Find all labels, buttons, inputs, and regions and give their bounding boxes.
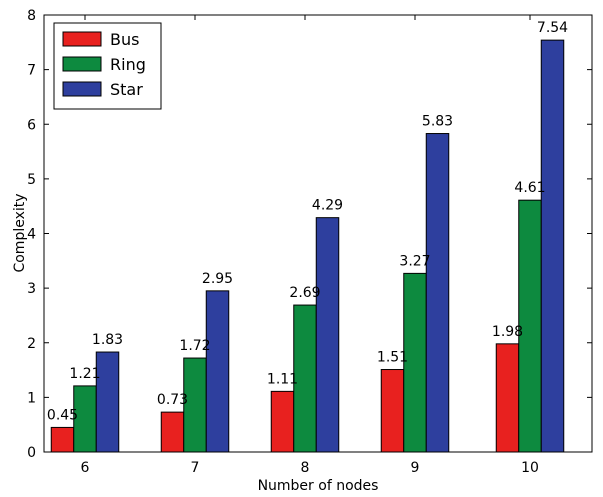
legend-swatch-bus (62, 31, 102, 47)
data-label: 1.98 (492, 324, 523, 340)
y-tick-label: 4 (27, 227, 36, 243)
data-label: 3.27 (399, 253, 430, 269)
legend-label-bus: Bus (110, 30, 139, 49)
x-tick-label: 7 (191, 460, 200, 476)
data-label: 4.29 (312, 198, 343, 214)
y-tick-label: 0 (27, 445, 36, 461)
bar-bus-9 (380, 369, 405, 453)
data-labels: 0.45 1.21 1.83 0.73 1.72 2.95 1.11 2.69 4.29 1.51… (47, 20, 568, 423)
x-tick-label: 8 (301, 460, 310, 476)
x-axis-label: Number of nodes (258, 478, 379, 494)
x-axis: 6 7 8 9 10 (81, 15, 539, 476)
bar-star-10 (540, 39, 565, 453)
bar-star-7 (205, 290, 230, 453)
bar-star-8 (315, 217, 340, 453)
data-label: 0.45 (47, 407, 78, 423)
data-label: 5.83 (422, 114, 453, 130)
legend: Bus Ring Star (53, 22, 162, 110)
data-label: 1.83 (92, 332, 123, 348)
x-tick-label: 6 (81, 460, 90, 476)
y-axis: 0 1 2 3 4 5 6 7 8 (27, 8, 592, 461)
y-tick-label: 8 (27, 8, 36, 24)
legend-label-ring: Ring (110, 55, 146, 74)
y-tick-label: 7 (27, 63, 36, 79)
y-axis-label: Complexity (12, 193, 28, 272)
bar-star-9 (425, 133, 450, 453)
y-tick-label: 2 (27, 336, 36, 352)
data-label: 0.73 (157, 392, 188, 408)
y-tick-label: 3 (27, 281, 36, 297)
data-label: 1.11 (267, 371, 298, 387)
data-label: 2.69 (289, 285, 320, 301)
x-tick-label: 10 (521, 460, 539, 476)
bars (50, 39, 565, 453)
legend-label-star: Star (110, 80, 143, 99)
x-tick-label: 9 (411, 460, 420, 476)
y-tick-label: 1 (27, 390, 36, 406)
data-label: 2.95 (202, 271, 233, 287)
data-label: 1.21 (69, 366, 100, 382)
legend-swatch-ring (62, 56, 102, 72)
y-tick-label: 5 (27, 172, 36, 188)
bar-bus-7 (160, 411, 185, 453)
bar-bus-10 (495, 343, 520, 453)
legend-swatch-star (62, 81, 102, 97)
data-label: 1.72 (179, 338, 210, 354)
data-label: 7.54 (537, 20, 568, 36)
bar-star-6 (95, 351, 120, 453)
bar-bus-8 (270, 390, 295, 453)
data-label: 4.61 (514, 180, 545, 196)
bar-bus-6 (50, 426, 75, 453)
y-tick-label: 6 (27, 117, 36, 133)
data-label: 1.51 (377, 350, 408, 366)
